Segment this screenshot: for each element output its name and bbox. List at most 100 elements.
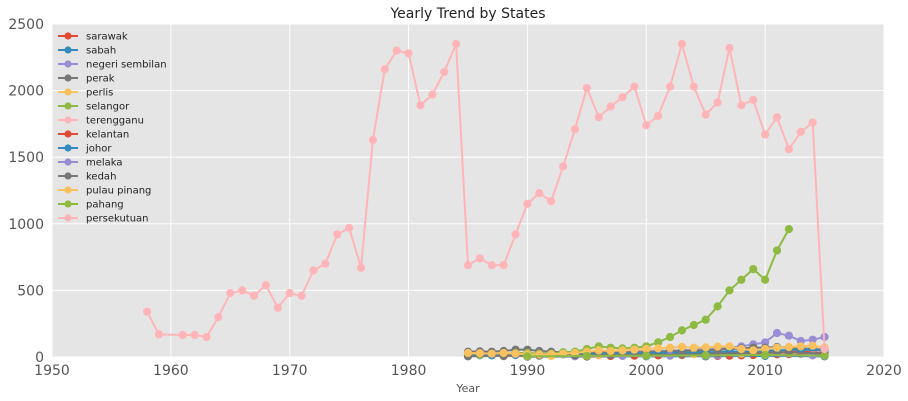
data-point <box>226 288 235 298</box>
legend-marker <box>64 214 72 222</box>
data-point <box>368 135 378 144</box>
data-point <box>154 330 164 339</box>
data-point <box>463 260 473 270</box>
data-point <box>249 291 259 300</box>
data-point <box>772 343 782 352</box>
legend-label: sabah <box>86 46 116 57</box>
data-point <box>784 331 794 340</box>
data-point <box>761 130 770 139</box>
data-point <box>796 342 805 351</box>
data-point <box>665 343 675 352</box>
data-point <box>475 349 484 358</box>
series-persekutuan <box>142 39 829 354</box>
data-point <box>487 349 496 358</box>
data-point <box>737 344 746 354</box>
data-point <box>392 46 401 55</box>
data-point <box>725 342 734 351</box>
data-point <box>677 350 687 359</box>
data-point <box>618 346 627 355</box>
data-point <box>404 49 413 58</box>
legend-item: melaka <box>58 158 123 169</box>
data-point <box>701 351 710 360</box>
x-tick-label: 1990 <box>510 363 546 379</box>
data-point <box>784 225 794 234</box>
data-point <box>689 82 698 91</box>
data-point <box>677 342 687 352</box>
data-point <box>713 342 722 351</box>
data-point <box>499 348 508 358</box>
y-tick-label: 1000 <box>8 217 44 233</box>
legend-item: kelantan <box>58 130 129 141</box>
data-point <box>701 315 710 324</box>
legend-item: kedah <box>58 172 116 183</box>
legend-marker <box>64 158 72 166</box>
data-point <box>665 332 675 342</box>
plot-area <box>52 24 884 357</box>
tick-labels: 1950 1960 1970 1980 1990 2000 2010 2020 0 500 1000… <box>8 17 901 379</box>
data-point <box>202 332 211 342</box>
data-point <box>440 67 449 77</box>
data-point <box>321 259 330 268</box>
y-tick-label: 2000 <box>8 84 44 100</box>
data-point <box>523 352 532 361</box>
legend-marker <box>64 102 72 110</box>
x-tick-label: 1950 <box>34 363 70 379</box>
legend-marker <box>64 200 72 208</box>
legend-label: pulau pinang <box>86 186 151 197</box>
legend-item: sabah <box>58 46 116 57</box>
data-point <box>808 341 817 350</box>
data-point <box>345 223 354 232</box>
data-point <box>642 344 651 354</box>
legend-marker <box>64 74 72 82</box>
data-point <box>630 82 639 91</box>
legend-item: negeri sembilan <box>58 60 167 71</box>
y-tick-label: 0 <box>35 350 44 366</box>
data-point <box>582 351 591 361</box>
data-point <box>333 230 342 239</box>
legend-label: perlis <box>86 88 113 99</box>
legend-label: kedah <box>86 172 116 183</box>
data-point <box>428 90 437 99</box>
legend-marker <box>64 46 72 54</box>
grid <box>51 23 885 358</box>
data-point <box>689 343 698 352</box>
data-point <box>190 330 199 340</box>
data-point <box>820 351 829 360</box>
legend-item: pahang <box>58 200 124 211</box>
data-point <box>618 93 627 102</box>
data-point <box>463 348 473 358</box>
data-point <box>582 83 591 93</box>
data-point <box>297 291 306 300</box>
legend-label: perak <box>86 74 115 85</box>
data-point <box>606 102 615 111</box>
data-point <box>511 230 520 239</box>
data-point <box>761 350 770 360</box>
data-point <box>772 328 782 338</box>
legend-label: terengganu <box>86 116 144 127</box>
data-point <box>570 125 580 134</box>
legend-item: pulau pinang <box>58 186 151 197</box>
series-pulau-pinang <box>463 341 829 359</box>
data-point <box>630 345 639 354</box>
data-point <box>677 326 687 335</box>
data-point <box>178 330 187 340</box>
data-point <box>475 254 484 263</box>
legend-item: persekutuan <box>58 214 149 225</box>
x-axis-label: Year <box>455 382 480 395</box>
data-point <box>784 145 794 154</box>
data-point <box>642 121 651 130</box>
x-tick-label: 2000 <box>628 363 664 379</box>
legend-label: sarawak <box>86 32 128 43</box>
data-point <box>689 320 698 330</box>
legend-marker <box>64 172 72 180</box>
legend-label: johor <box>85 144 112 155</box>
data-point <box>665 82 675 91</box>
data-point <box>487 260 496 270</box>
x-tick-label: 2010 <box>747 363 783 379</box>
legend-label: persekutuan <box>86 214 149 225</box>
data-point <box>214 312 223 322</box>
legend-item: johor <box>58 144 112 155</box>
x-tick-label: 1960 <box>153 363 189 379</box>
data-point <box>261 280 271 290</box>
